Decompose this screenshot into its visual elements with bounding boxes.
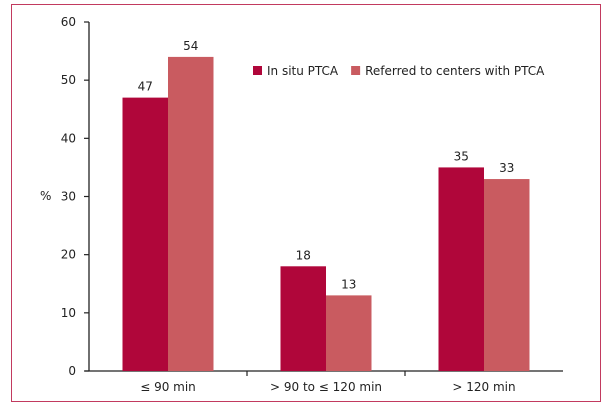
bar <box>326 295 372 371</box>
y-tick-label: 10 <box>61 306 76 320</box>
y-tick-label: 0 <box>68 364 76 378</box>
data-label: 33 <box>499 161 514 175</box>
legend-swatch <box>351 66 361 75</box>
bar <box>438 167 484 371</box>
data-label: 47 <box>138 80 153 94</box>
data-label: 54 <box>183 39 198 53</box>
y-axis-label: % <box>40 189 51 203</box>
bar <box>280 266 326 371</box>
legend-label: In situ PTCA <box>267 64 339 78</box>
y-tick-label: 60 <box>61 15 76 29</box>
data-label: 18 <box>296 248 311 262</box>
x-category-label: ≤ 90 min <box>140 380 196 394</box>
chart-frame <box>11 4 601 402</box>
bar <box>122 97 168 371</box>
y-tick-label: 20 <box>61 248 76 262</box>
data-label: 35 <box>454 149 469 163</box>
x-category-label: > 120 min <box>452 380 515 394</box>
bar <box>168 56 214 372</box>
legend-swatch <box>253 66 262 75</box>
y-tick-label: 50 <box>61 73 76 87</box>
y-tick-label: 30 <box>61 190 76 204</box>
bar <box>484 179 530 371</box>
x-category-label: > 90 to ≤ 120 min <box>270 380 382 394</box>
y-tick-label: 40 <box>61 131 76 145</box>
data-label: 13 <box>341 277 356 291</box>
legend-label: Referred to centers with PTCA <box>365 64 545 78</box>
